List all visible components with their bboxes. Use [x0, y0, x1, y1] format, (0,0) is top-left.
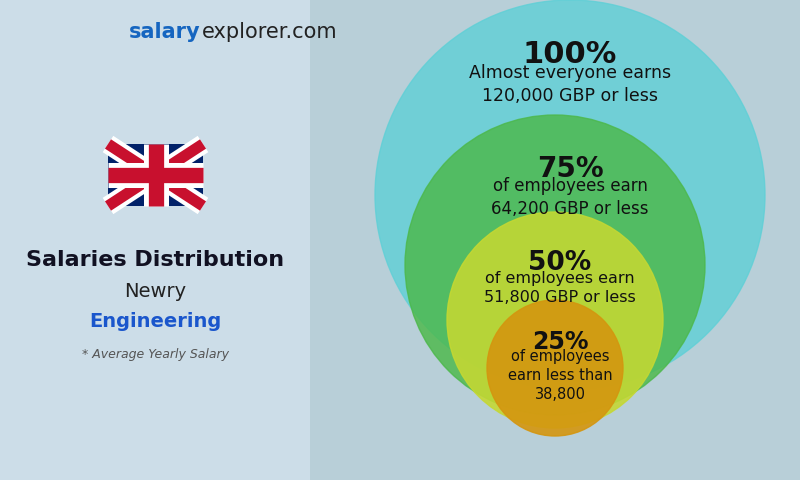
Text: 75%: 75% — [537, 155, 603, 183]
Text: Almost everyone earns
120,000 GBP or less: Almost everyone earns 120,000 GBP or les… — [469, 64, 671, 105]
Text: explorer.com: explorer.com — [202, 22, 338, 42]
Text: * Average Yearly Salary: * Average Yearly Salary — [82, 348, 229, 361]
Text: 25%: 25% — [532, 330, 588, 354]
Circle shape — [405, 115, 705, 415]
Text: Salaries Distribution: Salaries Distribution — [26, 250, 284, 270]
FancyBboxPatch shape — [0, 0, 310, 480]
Text: salary: salary — [128, 22, 200, 42]
Text: of employees earn
64,200 GBP or less: of employees earn 64,200 GBP or less — [491, 177, 649, 218]
Circle shape — [375, 0, 765, 390]
Text: Engineering: Engineering — [89, 312, 221, 331]
Text: 100%: 100% — [523, 40, 617, 69]
Text: Newry: Newry — [124, 282, 186, 301]
FancyBboxPatch shape — [310, 0, 800, 480]
Bar — [108, 144, 203, 206]
Circle shape — [447, 212, 663, 428]
Text: 50%: 50% — [528, 250, 592, 276]
Text: of employees
earn less than
38,800: of employees earn less than 38,800 — [508, 349, 612, 402]
Circle shape — [487, 300, 623, 436]
Text: of employees earn
51,800 GBP or less: of employees earn 51,800 GBP or less — [484, 271, 636, 305]
